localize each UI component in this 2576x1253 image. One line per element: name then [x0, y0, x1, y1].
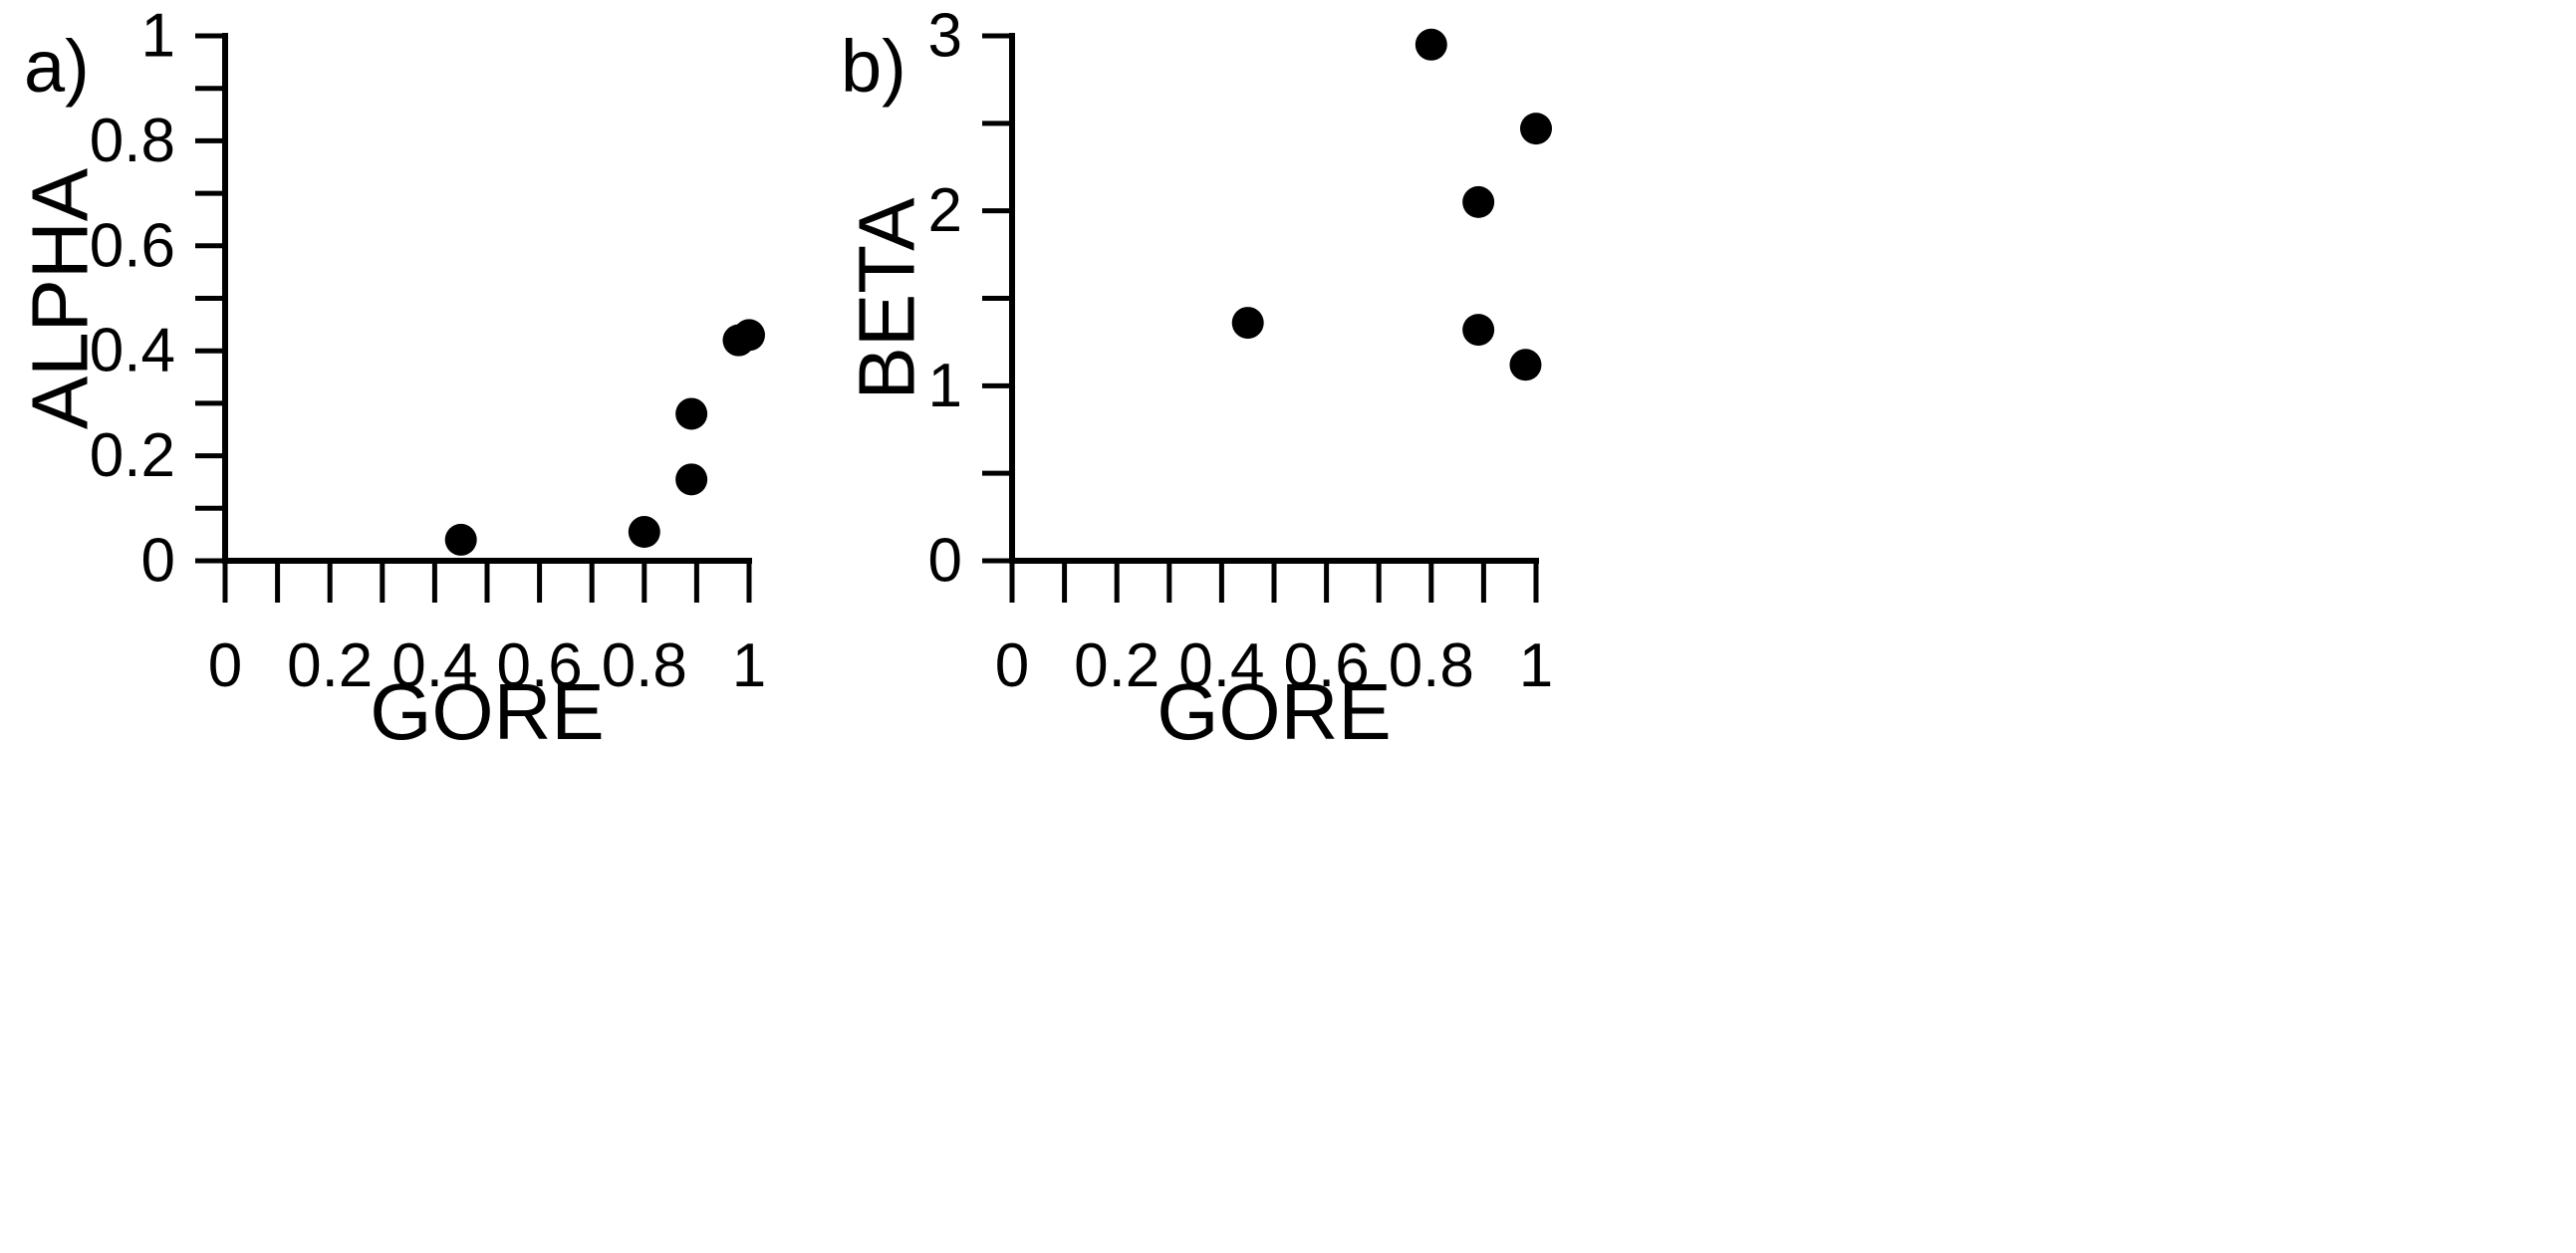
x-tick-label: 1 [1519, 631, 1553, 700]
x-tick-label: 0.2 [287, 631, 373, 700]
panel-a-axes [222, 33, 752, 564]
x-tick-label: 1 [732, 631, 766, 700]
y-tick-label: 3 [928, 2, 962, 71]
x-tick-label: 0.6 [496, 631, 582, 700]
panel-a-alpha-vs-gore: a) ALPHA GORE 0 0.2 0.4 0.6 0.8 1 0 0.2 0.4 0.6 0.… [16, 2, 767, 757]
x-tick-label: 0 [995, 631, 1029, 700]
panel-a-points [444, 319, 765, 556]
data-point [1462, 185, 1495, 218]
data-point [1509, 349, 1542, 381]
data-point [733, 319, 765, 352]
panel-a-ticks [195, 33, 752, 603]
y-tick-label: 1 [928, 352, 962, 420]
panel-b-label: b) [841, 25, 906, 108]
data-point [1520, 113, 1552, 145]
panel-a-label: a) [24, 25, 90, 108]
y-tick-label: 2 [928, 176, 962, 245]
panel-b-x-axis-title: GORE [1157, 667, 1392, 756]
data-point [1462, 314, 1495, 347]
panel-b-tick-labels: 0 1 2 3 0 0.2 0.4 0.6 0.8 1 [928, 2, 1554, 701]
data-point [1231, 307, 1264, 340]
data-point [675, 463, 708, 496]
x-tick-label: 0.4 [391, 631, 477, 700]
panel-a-x-axis-title: GORE [370, 667, 605, 756]
panel-b-ticks [982, 33, 1539, 603]
y-tick-label: 0 [141, 527, 175, 596]
panel-b-y-axis-title: BETA [843, 197, 931, 400]
panel-b-beta-vs-gore: b) BETA GORE 0 1 2 3 0 0.2 0.4 0.6 0.8 1 [841, 2, 1553, 757]
x-tick-label: 0.2 [1074, 631, 1159, 700]
x-tick-label: 0.6 [1283, 631, 1369, 700]
y-tick-label: 0.6 [90, 211, 175, 280]
data-point [675, 397, 708, 430]
y-tick-label: 0.2 [90, 421, 175, 490]
y-tick-label: 0.4 [90, 317, 175, 385]
data-point [628, 516, 660, 549]
panel-b-points [1231, 28, 1552, 381]
x-tick-label: 0.8 [1389, 631, 1474, 700]
panel-b-axes [1009, 33, 1539, 564]
y-tick-label: 0 [928, 527, 962, 596]
x-tick-label: 0.4 [1178, 631, 1264, 700]
x-tick-label: 0 [208, 631, 242, 700]
data-point [1415, 28, 1447, 61]
data-point [444, 523, 477, 556]
panel-a-tick-labels: 0 0.2 0.4 0.6 0.8 1 0 0.2 0.4 0.6 0.8 1 [90, 2, 766, 701]
y-tick-label: 0.8 [90, 107, 175, 175]
y-tick-label: 1 [141, 2, 175, 71]
x-tick-label: 0.8 [602, 631, 687, 700]
panel-a-y-axis-title: ALPHA [16, 167, 105, 429]
